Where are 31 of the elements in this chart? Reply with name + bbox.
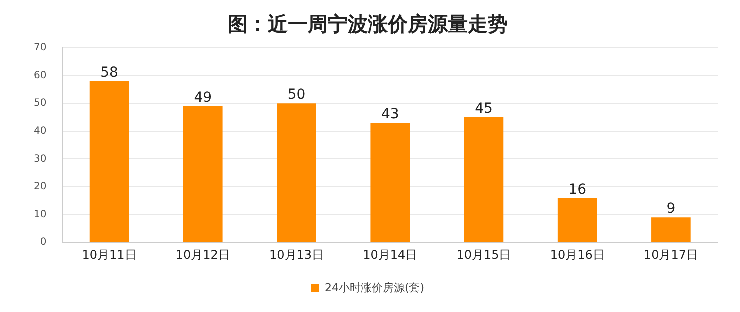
bar [277, 104, 316, 242]
y-tick-label: 20 [34, 182, 47, 193]
y-tick-label: 30 [34, 154, 47, 165]
y-tick-label: 40 [34, 126, 47, 137]
x-tick-label: 10月14日 [363, 248, 418, 262]
data-label: 58 [100, 65, 118, 81]
bar [90, 81, 130, 242]
x-tick-label: 10月17日 [644, 248, 698, 262]
x-tick-label: 10月16日 [550, 248, 605, 262]
bar [464, 118, 504, 242]
bar [558, 198, 598, 242]
legend-label: 24小时涨价房源(套) [324, 281, 425, 294]
bar [652, 218, 691, 242]
chart-title: 图：近一周宁波涨价房源量走势 [228, 12, 508, 36]
y-tick-label: 70 [34, 42, 47, 54]
y-tick-label: 50 [34, 98, 47, 110]
y-tick-label: 0 [40, 237, 47, 248]
data-label: 49 [194, 90, 212, 106]
data-label: 45 [475, 101, 493, 118]
data-label: 16 [568, 182, 587, 198]
x-tick-label: 10月11日 [82, 248, 137, 262]
data-label: 43 [381, 106, 400, 123]
y-tick-label: 10 [34, 209, 47, 220]
y-tick-label: 60 [34, 70, 47, 82]
data-label: 50 [288, 87, 306, 104]
x-tick-label: 10月15日 [456, 248, 512, 262]
x-tick-label: 10月12日 [176, 248, 230, 262]
data-label: 9 [666, 201, 676, 218]
x-tick-label: 10月13日 [269, 248, 324, 262]
bar [183, 106, 223, 242]
bar [370, 123, 410, 242]
